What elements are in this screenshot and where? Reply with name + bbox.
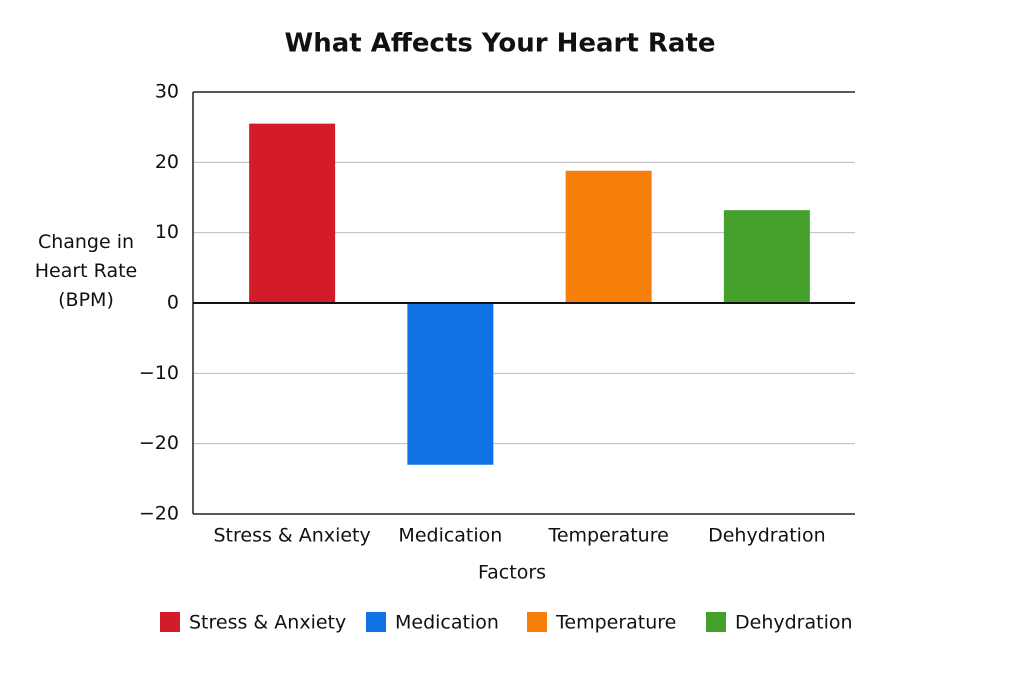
legend-label: Dehydration xyxy=(735,612,853,634)
legend-swatch xyxy=(527,612,547,632)
x-axis-title: Factors xyxy=(478,562,546,584)
x-tick-label: Stress & Anxiety xyxy=(214,525,371,547)
y-tick-label: 0 xyxy=(167,292,179,314)
y-axis-title: Change in Heart Rate (BPM) xyxy=(34,231,138,311)
x-tick-label: Medication xyxy=(398,525,502,547)
legend-swatch xyxy=(160,612,180,632)
y-tick-label: 30 xyxy=(155,81,179,103)
chart-title: What Affects Your Heart Rate xyxy=(285,29,716,59)
bar xyxy=(723,210,810,303)
legend-swatch xyxy=(366,612,386,632)
x-tick-label: Temperature xyxy=(547,525,668,547)
y-tick-label: −10 xyxy=(139,362,179,384)
y-tick-label: −20 xyxy=(139,432,179,454)
y-tick-label: −20 xyxy=(139,503,179,525)
legend-label: Temperature xyxy=(555,612,676,634)
bar xyxy=(407,303,494,465)
bar xyxy=(565,170,652,303)
bar xyxy=(249,123,336,304)
y-tick-label: 10 xyxy=(155,221,179,243)
y-tick-label: 20 xyxy=(155,151,179,173)
legend-label: Medication xyxy=(395,612,499,634)
x-tick-label: Dehydration xyxy=(708,525,826,547)
legend-swatch xyxy=(706,612,726,632)
legend-label: Stress & Anxiety xyxy=(189,612,346,634)
